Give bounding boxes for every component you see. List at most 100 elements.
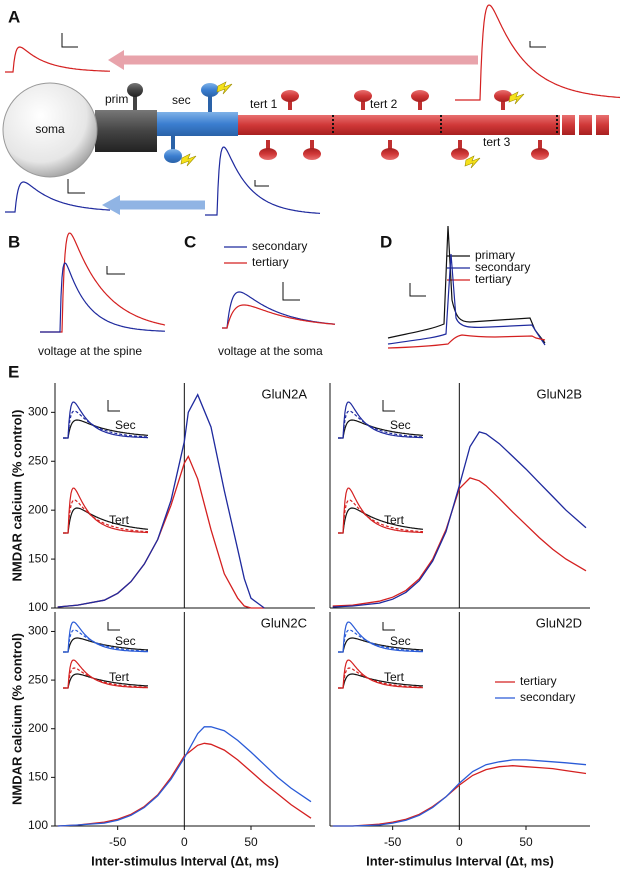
line-series xyxy=(57,726,312,827)
inset-trace xyxy=(63,401,148,439)
panel-letter: B xyxy=(8,232,20,251)
dendrite-secondary xyxy=(157,112,238,136)
x-tick-label: 50 xyxy=(519,835,533,849)
trace xyxy=(40,232,166,333)
trace xyxy=(387,253,546,346)
scale-bar xyxy=(282,282,300,301)
dendrite-segment xyxy=(562,115,575,135)
inset-trace xyxy=(63,621,149,653)
trace xyxy=(387,225,546,344)
panel-letter: C xyxy=(184,232,196,251)
legend-label: tertiary xyxy=(475,272,512,286)
inset-label: Sec xyxy=(390,418,411,432)
spine-neck xyxy=(171,136,175,154)
inset-trace xyxy=(338,507,424,534)
inset-trace xyxy=(63,410,148,439)
chart-title: GluN2A xyxy=(261,386,307,401)
inset-trace xyxy=(63,673,148,689)
spine-neck xyxy=(208,92,212,112)
line-series xyxy=(332,477,587,607)
dendrite-tertiary xyxy=(238,115,560,135)
inset-trace xyxy=(338,637,423,653)
scale-bar xyxy=(382,622,395,631)
legend-label: secondary xyxy=(252,239,307,253)
inset-trace xyxy=(63,659,148,689)
x-axis-label: Inter-stimulus Interval (Δt, ms) xyxy=(366,853,554,868)
tert-label: tert 1 xyxy=(250,97,278,111)
scale-bar xyxy=(106,266,125,275)
panel-letter: D xyxy=(380,232,392,251)
y-tick-label: 300 xyxy=(28,624,48,638)
y-tick-label: 200 xyxy=(28,502,48,516)
trace xyxy=(5,46,110,73)
scale-bar xyxy=(107,622,120,631)
spine-head xyxy=(201,83,219,97)
scale-bar xyxy=(382,400,395,412)
trace xyxy=(205,146,321,216)
panel-letter: E xyxy=(8,362,19,381)
inset-trace xyxy=(338,673,423,689)
dendrite-segment xyxy=(596,115,609,135)
scale-bar xyxy=(61,33,78,48)
prim-label: prim xyxy=(105,92,128,106)
line-series xyxy=(332,759,587,827)
trace xyxy=(5,181,111,213)
legend-label: secondary xyxy=(475,260,530,274)
trace xyxy=(387,334,546,349)
spine-head xyxy=(164,149,182,163)
x-axis-label: Inter-stimulus Interval (Δt, ms) xyxy=(91,853,279,868)
dendrite-primary xyxy=(95,110,157,152)
spine-head xyxy=(127,83,143,97)
inset-trace xyxy=(63,419,149,439)
trace xyxy=(222,304,336,329)
legend-label: tertiary xyxy=(520,674,557,688)
inset-trace xyxy=(338,410,423,439)
caption: voltage at the soma xyxy=(218,344,323,358)
y-tick-label: 250 xyxy=(28,672,48,686)
inset-label: Tert xyxy=(109,513,130,527)
trace xyxy=(40,262,165,333)
sec-label: sec xyxy=(172,93,191,107)
inset-label: Sec xyxy=(390,634,411,648)
line-series xyxy=(57,393,265,609)
y-tick-label: 150 xyxy=(28,770,48,784)
line-series xyxy=(332,431,587,608)
y-tick-label: 250 xyxy=(28,453,48,467)
x-tick-label: 0 xyxy=(181,835,188,849)
scale-bar xyxy=(529,41,546,48)
x-tick-label: -50 xyxy=(384,835,402,849)
y-axis-label: NMDAR calcium (% control) xyxy=(9,633,24,805)
chart-title: GluN2D xyxy=(536,615,582,630)
inset-trace xyxy=(63,487,148,534)
trace xyxy=(455,4,621,101)
y-tick-label: 100 xyxy=(28,818,48,832)
chart-title: GluN2C xyxy=(261,615,307,630)
inset-trace xyxy=(63,629,148,653)
inset-trace xyxy=(338,401,423,439)
y-tick-label: 200 xyxy=(28,721,48,735)
spine-neck xyxy=(133,92,137,110)
x-tick-label: 0 xyxy=(456,835,463,849)
arrow-head xyxy=(108,50,124,70)
y-tick-label: 150 xyxy=(28,551,48,565)
inset-trace xyxy=(338,629,423,653)
inset-trace xyxy=(338,499,424,534)
inset-label: Tert xyxy=(109,670,130,684)
scale-bar xyxy=(107,400,120,412)
inset-trace xyxy=(338,419,424,439)
inset-label: Tert xyxy=(384,513,405,527)
soma-label: soma xyxy=(35,122,65,136)
dividers xyxy=(332,115,558,135)
caption: voltage at the spine xyxy=(38,344,142,358)
line-series xyxy=(57,742,312,827)
inset-label: Sec xyxy=(115,634,136,648)
panel-letter: A xyxy=(8,7,20,26)
inset-trace xyxy=(338,659,423,689)
soma xyxy=(2,82,98,178)
scale-bar xyxy=(254,180,269,187)
inset-trace xyxy=(338,487,423,534)
scale-bar xyxy=(409,283,426,297)
legend-label: primary xyxy=(475,248,515,262)
scale-bar xyxy=(67,179,85,194)
